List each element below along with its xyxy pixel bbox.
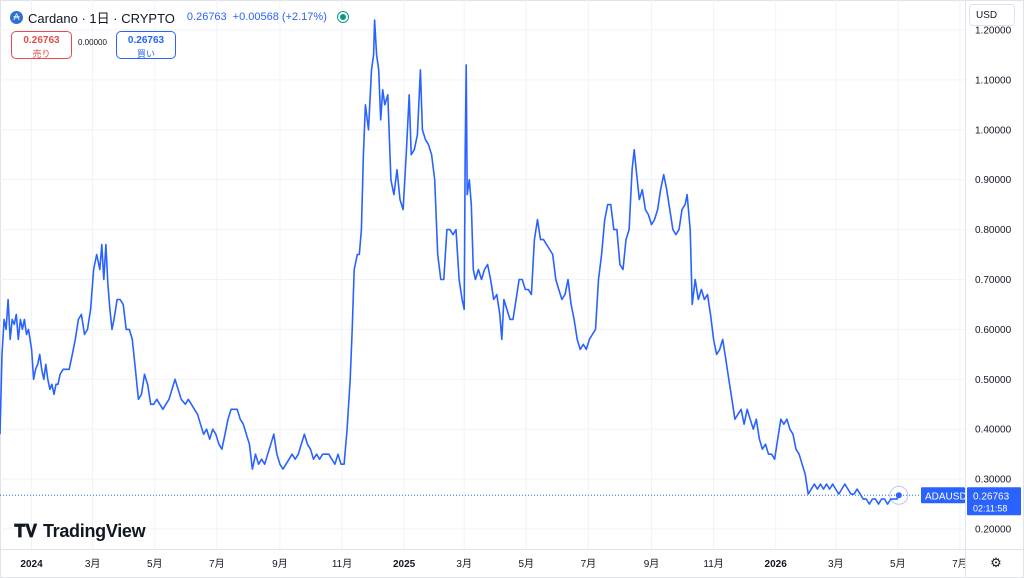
y-tick-label: 0.40000 — [975, 425, 1012, 436]
price-tag — [967, 487, 1021, 516]
sell-label: 売り — [32, 49, 51, 59]
x-axis-labels: 2024 3月 5月 7月 9月 11月 2025 3月 5月 7月 9月 11月 2026 3月 5月 7月 — [20, 558, 967, 570]
last-point-halo — [889, 485, 909, 505]
symbol-tag — [921, 487, 965, 504]
x-tick-label: 11月 — [703, 558, 723, 570]
x-tick-label: 11月 — [332, 558, 352, 570]
y-tick-label: 1.20000 — [975, 25, 1012, 36]
x-tick-label: 7月 — [952, 558, 968, 570]
spread-value: 0.00000 — [78, 38, 107, 47]
tradingview-logo-icon: 𝐓𝐕 — [14, 521, 37, 541]
x-tick-label: 5月 — [147, 558, 163, 570]
y-tick-label: 0.50000 — [975, 375, 1012, 386]
price-change: +0.00568 (+2.17%) — [232, 11, 327, 23]
symbol-title[interactable]: Cardano · 1日 · CRYPTO — [28, 10, 175, 26]
series-line-adausd — [0, 19, 900, 505]
x-tick-label: 3月 — [456, 558, 472, 570]
last-price-tag: ADAUSD 0.26763 02:11:58 — [921, 487, 1021, 516]
x-tick-label: 5月 — [518, 558, 534, 570]
symbol-header: ₳ Cardano · 1日 · CRYPTO 0.26763 +0.00568… — [10, 8, 349, 26]
time-axis-separator — [0, 549, 1024, 550]
buy-label: 買い — [136, 49, 155, 59]
price-axis-separator — [965, 0, 966, 578]
y-tick-label: 0.60000 — [975, 325, 1012, 336]
x-tick-label: 5月 — [890, 558, 906, 570]
last-point-marker — [895, 492, 902, 499]
buy-button[interactable]: 0.26763 買い — [116, 31, 176, 59]
symbol-tag-text: ADAUSD — [925, 491, 967, 502]
y-axis-labels: 0.20000 0.30000 0.40000 0.50000 0.60000 0.700… — [975, 25, 1012, 535]
x-tick-label: 3月 — [85, 558, 101, 570]
currency-selector[interactable]: USD — [969, 4, 1015, 26]
sell-button[interactable]: 0.26763 売り — [11, 31, 72, 59]
market-open-icon[interactable] — [336, 11, 349, 23]
last-price: 0.26763 — [186, 11, 227, 23]
cardano-coin-icon[interactable]: ₳ — [10, 10, 23, 24]
y-tick-label: 1.00000 — [975, 125, 1012, 136]
buy-price: 0.26763 — [127, 35, 165, 46]
x-tick-label: 2025 — [393, 559, 416, 570]
y-tick-label: 0.70000 — [975, 275, 1012, 286]
logo-text: TradingView — [42, 521, 146, 541]
x-tick-label: 2024 — [20, 559, 43, 570]
sell-price: 0.26763 — [23, 35, 60, 46]
countdown: 02:11:58 — [973, 503, 1007, 513]
y-tick-label: 0.20000 — [975, 525, 1012, 536]
x-tick-label: 2026 — [765, 559, 788, 570]
x-tick-label: 9月 — [644, 558, 660, 570]
y-tick-label: 0.80000 — [975, 225, 1012, 236]
y-tick-label: 1.10000 — [975, 75, 1012, 86]
x-tick-label: 7月 — [581, 558, 597, 570]
y-tick-label: 0.30000 — [975, 475, 1012, 486]
x-tick-label: 3月 — [828, 558, 844, 570]
gear-icon[interactable]: ⚙ — [990, 555, 1002, 570]
price-tag-value: 0.26763 — [973, 491, 1010, 502]
x-tick-label: 7月 — [209, 558, 225, 570]
tradingview-logo[interactable]: 𝐓𝐕 TradingView — [14, 521, 146, 542]
y-tick-label: 0.90000 — [975, 175, 1012, 186]
x-tick-label: 9月 — [272, 558, 288, 570]
